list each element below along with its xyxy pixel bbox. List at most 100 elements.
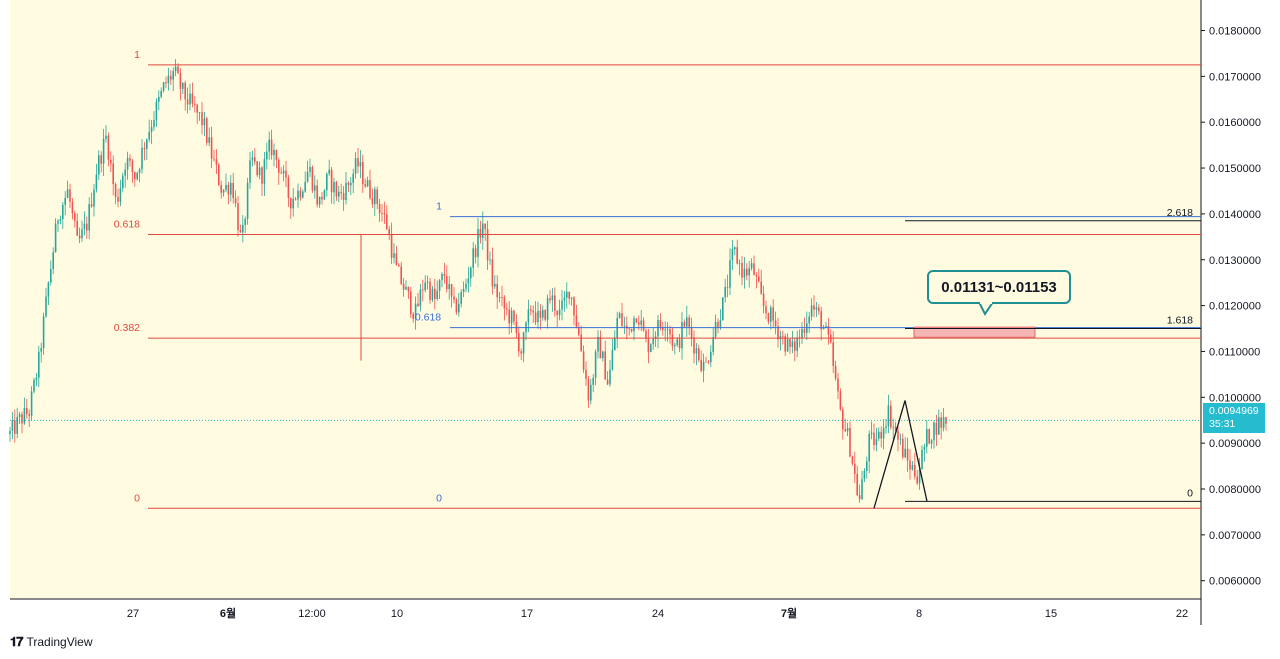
candle-body — [33, 379, 35, 392]
candle-body — [626, 325, 628, 329]
candle-body — [74, 213, 76, 221]
candle-body — [549, 298, 551, 301]
candle-body — [683, 321, 686, 327]
candle-body — [330, 169, 333, 193]
candle-body — [635, 318, 638, 323]
candle-body — [467, 278, 470, 284]
candle-body — [858, 495, 861, 500]
candle-body — [297, 190, 299, 200]
price-tick-label: 0.0110000 — [1209, 346, 1260, 358]
candle-body — [218, 164, 220, 186]
candle-body — [186, 99, 189, 105]
candle-body — [138, 169, 141, 173]
candle-body — [921, 449, 923, 470]
candle-body — [566, 291, 568, 298]
candles — [9, 58, 947, 503]
candle-body — [789, 339, 791, 348]
candle-body — [801, 329, 803, 339]
candle-body — [774, 320, 777, 327]
candle-body — [496, 283, 498, 298]
candle-body — [664, 329, 666, 331]
candle-body — [208, 137, 210, 143]
candle-body — [352, 173, 354, 183]
candle-body — [90, 204, 93, 207]
candle-body — [930, 440, 933, 444]
candle-body — [453, 296, 455, 300]
target-zone-callout[interactable]: 0.01131~0.01153 — [927, 270, 1071, 304]
candle-body — [323, 190, 326, 200]
candle-body — [705, 361, 707, 363]
candle-body — [777, 326, 779, 340]
candle-body — [261, 167, 263, 184]
candle-body — [309, 167, 311, 173]
candle-body — [537, 310, 539, 323]
time-tick-label: 17 — [521, 608, 533, 620]
candle-body — [933, 422, 935, 441]
candle-body — [201, 112, 203, 126]
candle-body — [294, 198, 297, 200]
candle-body — [18, 414, 21, 417]
candle-body — [712, 337, 714, 352]
candle-body — [700, 360, 702, 371]
candle-body — [47, 282, 50, 297]
candle-body — [441, 273, 443, 281]
candle-body — [198, 112, 201, 114]
candle-body — [16, 416, 18, 434]
candle-body — [378, 203, 381, 214]
candle-body — [746, 268, 748, 276]
candle-body — [750, 263, 753, 269]
candle-body — [136, 172, 138, 180]
candle-body — [407, 286, 410, 292]
candle-body — [870, 432, 873, 434]
candle-body — [83, 223, 86, 230]
candle-body — [134, 171, 136, 180]
candle-body — [275, 149, 278, 160]
candle-body — [482, 223, 484, 238]
red-fib-level-label: 0.382 — [114, 322, 140, 334]
candle-body — [162, 82, 165, 91]
candle-body — [652, 339, 654, 345]
candle-body — [30, 391, 33, 416]
candle-body — [942, 417, 945, 428]
candle-body — [69, 189, 71, 202]
candle-body — [494, 283, 496, 287]
candle-body — [753, 263, 755, 275]
candle-body — [167, 75, 170, 84]
candle-body — [690, 327, 693, 338]
candle-body — [333, 181, 335, 193]
candle-body — [359, 162, 362, 167]
candle-body — [928, 429, 930, 444]
tradingview-brand[interactable]: 𝟏𝟕 TradingView — [10, 634, 93, 650]
price-tick-label: 0.0060000 — [1209, 576, 1261, 588]
candle-body — [131, 160, 134, 172]
candle-body — [762, 293, 765, 307]
candle-body — [93, 189, 95, 207]
candle-body — [182, 82, 184, 89]
price-tick-label: 0.0170000 — [1209, 71, 1261, 83]
candle-body — [342, 193, 345, 200]
candle-body — [117, 197, 119, 202]
red-fib-level-label: 0.618 — [114, 219, 140, 231]
candle-body — [316, 185, 318, 205]
candle-body — [558, 309, 561, 316]
black-fib-level-label: 2.618 — [1167, 207, 1193, 219]
candle-body — [878, 431, 880, 439]
candle-body — [398, 264, 400, 267]
candle-body — [57, 220, 59, 224]
candle-body — [270, 139, 273, 156]
candle-body — [366, 180, 369, 187]
candle-body — [518, 333, 520, 352]
candle-body — [381, 213, 383, 214]
candle-body — [734, 247, 736, 250]
candle-body — [239, 230, 242, 233]
candle-body — [714, 321, 717, 338]
candle-body — [436, 290, 438, 299]
candle-body — [702, 361, 705, 371]
candle-body — [825, 325, 827, 328]
candle-body — [678, 339, 681, 349]
red-fib-level-label: 1 — [134, 49, 140, 61]
candle-body — [189, 93, 191, 105]
tradingview-logo-icon: 𝟏𝟕 — [10, 634, 24, 649]
candle-body — [599, 336, 602, 359]
